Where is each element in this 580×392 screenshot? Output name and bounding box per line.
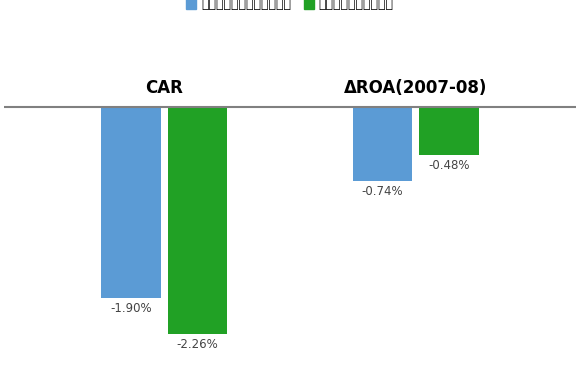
Bar bbox=[168, 107, 227, 334]
Text: -1.90%: -1.90% bbox=[110, 302, 152, 315]
Text: ΔROA(2007-08): ΔROA(2007-08) bbox=[344, 79, 487, 97]
Text: -0.74%: -0.74% bbox=[362, 185, 404, 198]
Bar bbox=[102, 107, 161, 298]
Text: -2.26%: -2.26% bbox=[176, 338, 218, 351]
Text: CAR: CAR bbox=[146, 79, 183, 97]
Bar bbox=[419, 107, 478, 155]
Legend: 輸出をしている企業の影響, 流動性比率低下の影響: 輸出をしている企業の影響, 流動性比率低下の影響 bbox=[186, 0, 394, 11]
Text: -0.48%: -0.48% bbox=[428, 160, 470, 172]
Bar bbox=[353, 107, 412, 181]
